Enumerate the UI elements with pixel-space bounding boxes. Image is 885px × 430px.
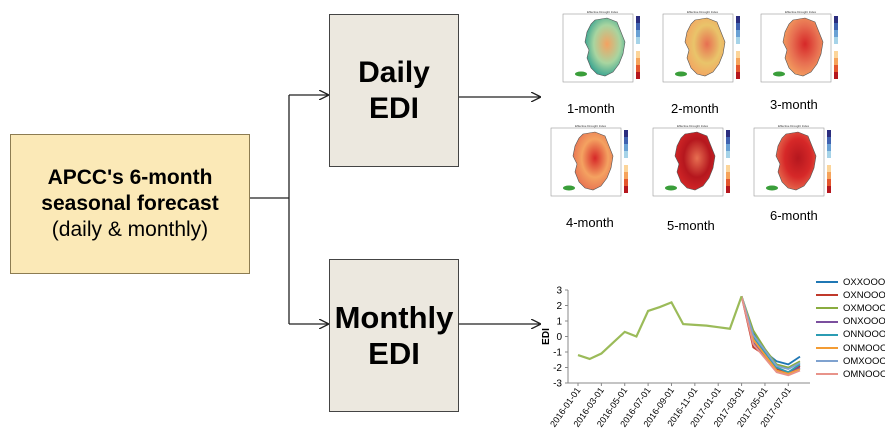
map-title: Effective Drought Index (687, 10, 719, 14)
legend-entry: OXNOOO (816, 289, 885, 301)
map-label-1: 1-month (567, 101, 615, 116)
korea-map-image: Effective Drought Index (760, 10, 838, 83)
legend-entry: ONXOOO (816, 316, 885, 328)
legend-label: OMNOOO (843, 368, 885, 380)
map-title: Effective Drought Index (575, 124, 607, 128)
legend-swatch (816, 307, 838, 310)
korea-map-image: Effective Drought Index (652, 124, 730, 197)
legend-swatch (816, 333, 838, 336)
legend-entry: OXMOOO (816, 302, 885, 314)
map-title: Effective Drought Index (778, 124, 810, 128)
y-tick-label: -2 (553, 363, 562, 374)
daily-edi-line1: Daily (358, 55, 430, 89)
legend-swatch (816, 320, 838, 323)
legend-swatch (816, 360, 838, 363)
source-subtitle: (daily & monthly) (51, 218, 209, 241)
legend-label: OMXOOO (843, 355, 885, 367)
source-title-line2: seasonal forecast (41, 192, 219, 215)
y-tick-label: 3 (556, 286, 562, 297)
y-tick-label: -3 (553, 379, 562, 390)
legend-entry: OMNOOO (816, 368, 885, 380)
edi-map-1: Effective Drought Index (557, 8, 645, 86)
korea-map-image: Effective Drought Index (662, 10, 740, 83)
legend-swatch (816, 281, 838, 283)
series-line-omxooo (740, 295, 801, 371)
legend-label: OXMOOO (843, 302, 885, 314)
map-label-6: 6-month (770, 208, 818, 223)
series-line-omnooo (740, 295, 801, 377)
legend-entry: ONNOOO (816, 329, 885, 341)
y-tick-label: 0 (556, 332, 562, 343)
map-label-5: 5-month (667, 218, 715, 233)
legend-label: OXNOOO (843, 289, 885, 301)
map-title: Effective Drought Index (785, 10, 817, 14)
edi-map-4: Effective Drought Index (545, 122, 633, 200)
legend-swatch (816, 347, 838, 349)
legend-entry: ONMOOO (816, 342, 885, 354)
legend-swatch (816, 373, 838, 376)
legend-label: ONNOOO (843, 329, 885, 341)
korea-map-image: Effective Drought Index (550, 124, 628, 197)
y-tick-label: 2 (556, 301, 562, 312)
y-tick-label: 1 (556, 317, 562, 328)
monthly-edi-line2: EDI (368, 335, 420, 371)
series-line-onmooo (740, 295, 801, 375)
daily-edi-box: Daily EDI (329, 14, 459, 167)
map-label-3: 3-month (770, 97, 818, 112)
edi-map-2: Effective Drought Index (657, 8, 745, 86)
history-line (577, 295, 743, 361)
edi-map-6: Effective Drought Index (748, 122, 836, 200)
korea-map-image: Effective Drought Index (562, 10, 640, 83)
series-line-oxmooo (740, 295, 801, 369)
monthly-edi-line1: Monthly (334, 299, 454, 335)
map-label-2: 2-month (671, 101, 719, 116)
source-title-line1: APCC's 6-month (47, 166, 213, 189)
legend-swatch (816, 294, 838, 297)
y-tick-label: -1 (553, 348, 562, 359)
monthly-edi-box: Monthly EDI (329, 259, 459, 412)
korea-map-image: Effective Drought Index (753, 124, 831, 197)
y-axis-label: EDI (541, 328, 552, 345)
legend-label: ONMOOO (843, 342, 885, 354)
map-label-4: 4-month (566, 215, 614, 230)
legend-entry: OMXOOO (816, 355, 885, 367)
edi-map-3: Effective Drought Index (755, 8, 843, 86)
map-title: Effective Drought Index (587, 10, 619, 14)
legend-entry: OXXOOO (816, 276, 885, 288)
map-title: Effective Drought Index (677, 124, 709, 128)
legend-label: OXXOOO (843, 276, 885, 288)
edi-map-5: Effective Drought Index (647, 122, 735, 200)
seasonal-forecast-box: APCC's 6-month seasonal forecast (daily … (10, 134, 250, 274)
legend-label: ONXOOO (843, 316, 885, 328)
daily-edi-line2: EDI (368, 91, 419, 125)
